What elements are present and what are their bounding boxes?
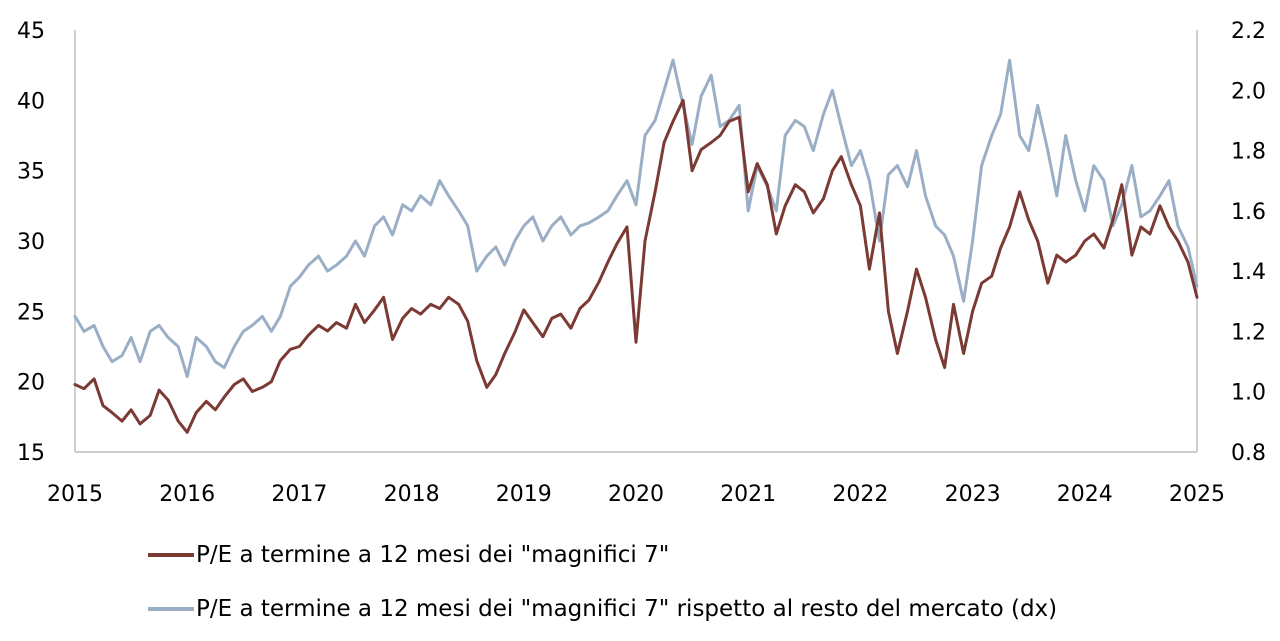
x-tick-label: 2024 xyxy=(1057,482,1113,507)
legend-label-pe: P/E a termine a 12 mesi dei "magnifici 7… xyxy=(196,542,670,568)
legend-item-relative-pe: P/E a termine a 12 mesi dei "magnifici 7… xyxy=(148,582,1057,636)
x-tick-label: 2017 xyxy=(271,482,327,507)
y-left-tick-label: 45 xyxy=(17,19,45,44)
x-tick-label: 2019 xyxy=(496,482,552,507)
x-axis-ticks: 2015 2016 2017 2018 2019 2020 2021 2022 2023 2024… xyxy=(47,482,1225,507)
y-left-tick-label: 25 xyxy=(17,300,45,325)
x-tick-label: 2015 xyxy=(47,482,103,507)
y-right-tick-label: 1.0 xyxy=(1231,381,1266,406)
x-tick-label: 2025 xyxy=(1169,482,1225,507)
y-right-tick-label: 1.6 xyxy=(1231,200,1266,225)
y-right-tick-label: 2.2 xyxy=(1231,19,1266,44)
left-axis-ticks: 15 20 25 30 35 40 45 xyxy=(17,19,45,466)
series-line-relative-pe xyxy=(73,58,1199,379)
right-axis-ticks: 0.8 1.0 1.2 1.4 1.6 1.8 2.0 2.2 xyxy=(1231,19,1266,466)
y-right-tick-label: 0.8 xyxy=(1231,441,1266,466)
x-tick-label: 2022 xyxy=(832,482,888,507)
x-tick-label: 2021 xyxy=(720,482,776,507)
y-right-tick-label: 1.2 xyxy=(1231,320,1266,345)
y-left-tick-label: 40 xyxy=(17,89,45,114)
legend-swatch-pe xyxy=(148,553,194,557)
y-right-tick-label: 1.8 xyxy=(1231,140,1266,165)
x-tick-label: 2016 xyxy=(159,482,215,507)
x-tick-label: 2018 xyxy=(384,482,440,507)
legend: P/E a termine a 12 mesi dei "magnifici 7… xyxy=(148,528,1057,636)
y-left-tick-label: 15 xyxy=(17,441,45,466)
axes xyxy=(74,30,1198,453)
legend-item-pe: P/E a termine a 12 mesi dei "magnifici 7… xyxy=(148,528,1057,582)
y-right-tick-label: 1.4 xyxy=(1231,260,1266,285)
y-right-tick-label: 2.0 xyxy=(1231,79,1266,104)
y-left-tick-label: 35 xyxy=(17,160,45,185)
x-tick-label: 2020 xyxy=(608,482,664,507)
series-layer xyxy=(73,58,1199,434)
x-tick-label: 2023 xyxy=(945,482,1001,507)
y-left-tick-label: 20 xyxy=(17,371,45,396)
series-line-pe xyxy=(73,98,1199,434)
legend-label-relative-pe: P/E a termine a 12 mesi dei "magnifici 7… xyxy=(196,596,1058,622)
y-left-tick-label: 30 xyxy=(17,230,45,255)
legend-swatch-relative-pe xyxy=(148,607,194,611)
